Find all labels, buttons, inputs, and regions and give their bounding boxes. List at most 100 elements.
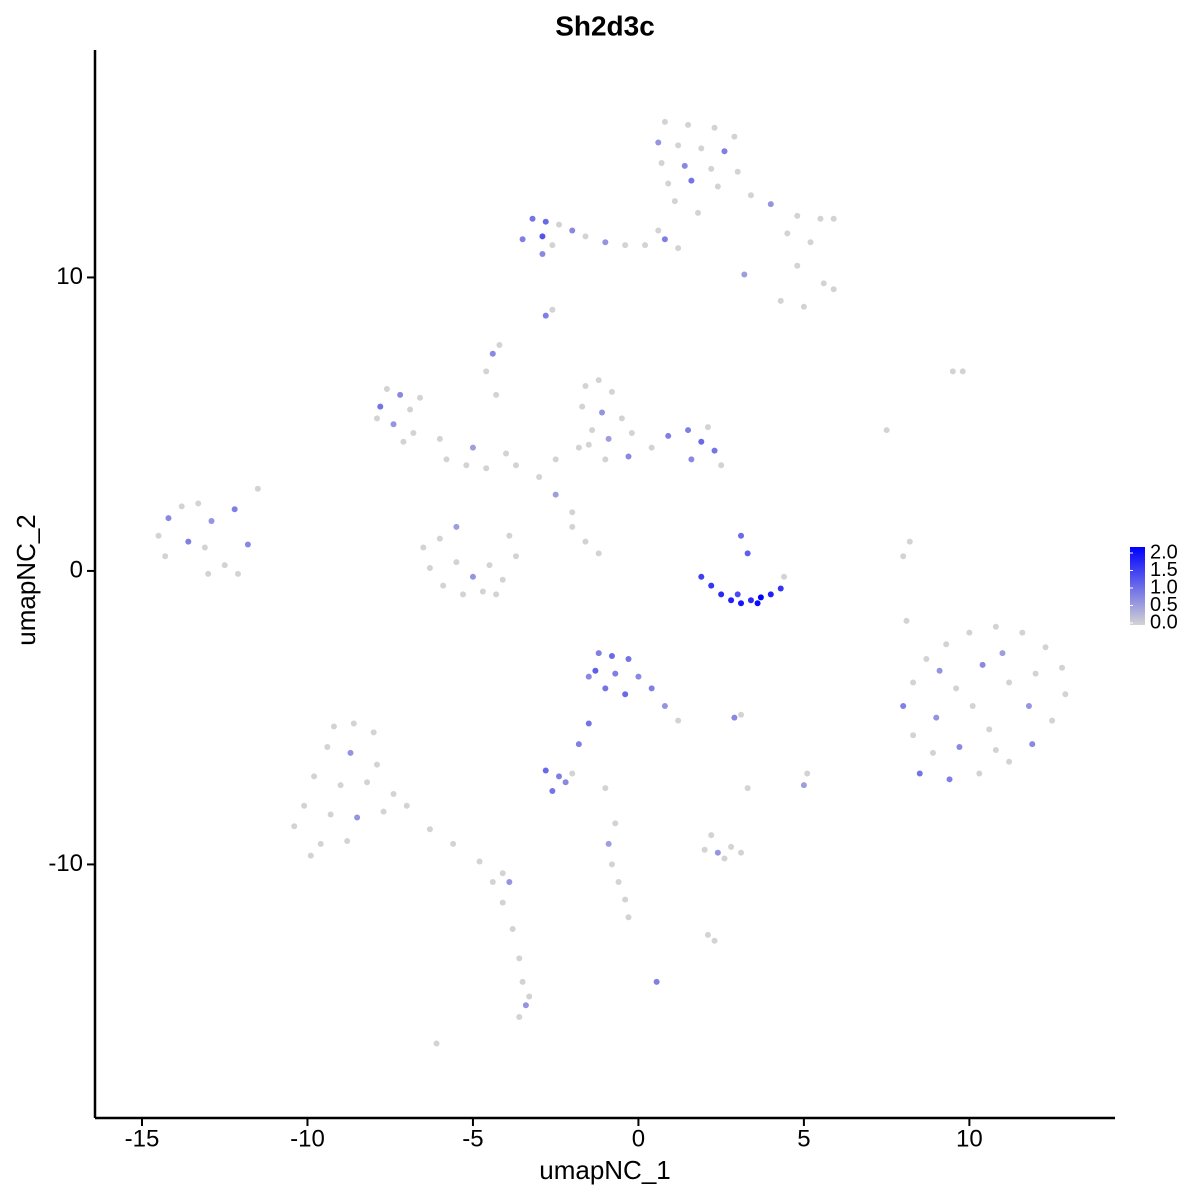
cell-point <box>509 925 516 932</box>
cell-point <box>1006 758 1013 765</box>
cell-point <box>519 978 526 985</box>
cell-point <box>655 139 662 146</box>
cell-point <box>794 262 801 269</box>
cell-point <box>599 409 606 416</box>
cell-point <box>744 550 751 557</box>
cell-point <box>1006 679 1013 686</box>
cell-point <box>201 544 208 551</box>
cell-point <box>440 582 447 589</box>
cell-point <box>718 591 725 598</box>
cell-point <box>555 221 562 228</box>
cell-point <box>605 435 612 442</box>
colorbar-tick-label: 0.5 <box>1150 594 1178 616</box>
cell-point <box>665 432 672 439</box>
cell-point <box>426 565 433 572</box>
cell-point <box>1029 741 1036 748</box>
cell-point <box>380 808 387 815</box>
cell-point <box>579 403 586 410</box>
cell-point <box>400 438 407 445</box>
cell-point <box>738 849 745 856</box>
cell-point <box>830 215 837 222</box>
cell-point <box>949 368 956 375</box>
cell-point <box>539 233 546 240</box>
cell-point <box>653 978 660 985</box>
cell-point <box>728 597 735 604</box>
cell-point <box>539 250 546 257</box>
cell-point <box>731 714 738 721</box>
chart-title: Sh2d3c <box>555 10 655 41</box>
cell-point <box>244 541 251 548</box>
cell-point <box>347 749 354 756</box>
y-tick-label: 10 <box>56 263 83 290</box>
cell-point <box>781 573 788 580</box>
cell-point <box>585 441 592 448</box>
cell-point <box>595 377 602 384</box>
cell-point <box>436 435 443 442</box>
x-tick-label: -15 <box>125 1125 160 1152</box>
cell-point <box>661 236 668 243</box>
cell-point <box>469 444 476 451</box>
cell-point <box>625 914 632 921</box>
cell-point <box>642 242 649 249</box>
cell-point <box>582 383 589 390</box>
cell-point <box>311 773 318 780</box>
cell-point <box>562 779 569 786</box>
colorbar-tick-label: 0.0 <box>1150 611 1178 633</box>
cell-point <box>589 427 596 434</box>
cell-point <box>744 785 751 792</box>
cell-point <box>460 591 467 598</box>
cell-point <box>403 802 410 809</box>
cell-point <box>969 702 976 709</box>
cell-point <box>701 846 708 853</box>
cell-point <box>592 667 599 674</box>
cell-point <box>777 585 784 592</box>
cell-point <box>291 823 298 830</box>
cell-point <box>185 538 192 545</box>
cell-point <box>817 215 824 222</box>
cell-point <box>711 124 718 131</box>
cell-point <box>675 245 682 252</box>
cell-point <box>933 714 940 721</box>
cell-point <box>900 553 907 560</box>
cell-point <box>178 503 185 510</box>
cell-point <box>883 427 890 434</box>
cell-point <box>506 532 513 539</box>
cell-point <box>549 306 556 313</box>
cell-point <box>608 388 615 395</box>
cell-point <box>711 937 718 944</box>
cell-point <box>1059 664 1066 671</box>
cell-point <box>364 779 371 786</box>
x-tick-label: -10 <box>290 1125 325 1152</box>
cell-point <box>1019 629 1026 636</box>
cell-point <box>731 133 738 140</box>
cell-point <box>718 462 725 469</box>
cell-point <box>350 720 357 727</box>
cell-point <box>410 430 417 437</box>
cell-point <box>390 790 397 797</box>
cell-point <box>953 685 960 692</box>
cell-point <box>254 485 261 492</box>
cell-point <box>463 462 470 469</box>
cell-point <box>738 532 745 539</box>
cell-point <box>734 168 741 175</box>
cell-point <box>582 538 589 545</box>
cell-point <box>655 227 662 234</box>
cell-point <box>943 641 950 648</box>
cell-point <box>635 673 642 680</box>
cell-point <box>608 653 615 660</box>
cell-point <box>397 391 404 398</box>
cell-point <box>625 655 632 662</box>
cell-point <box>986 726 993 733</box>
colorbar-tick-label: 1.5 <box>1150 559 1178 581</box>
cell-point <box>1025 702 1032 709</box>
cell-point <box>301 802 308 809</box>
cell-point <box>625 453 632 460</box>
cell-point <box>959 368 966 375</box>
cell-point <box>820 280 827 287</box>
cell-point <box>704 931 711 938</box>
cell-point <box>910 679 917 686</box>
cell-point <box>552 456 559 463</box>
cell-point <box>830 286 837 293</box>
